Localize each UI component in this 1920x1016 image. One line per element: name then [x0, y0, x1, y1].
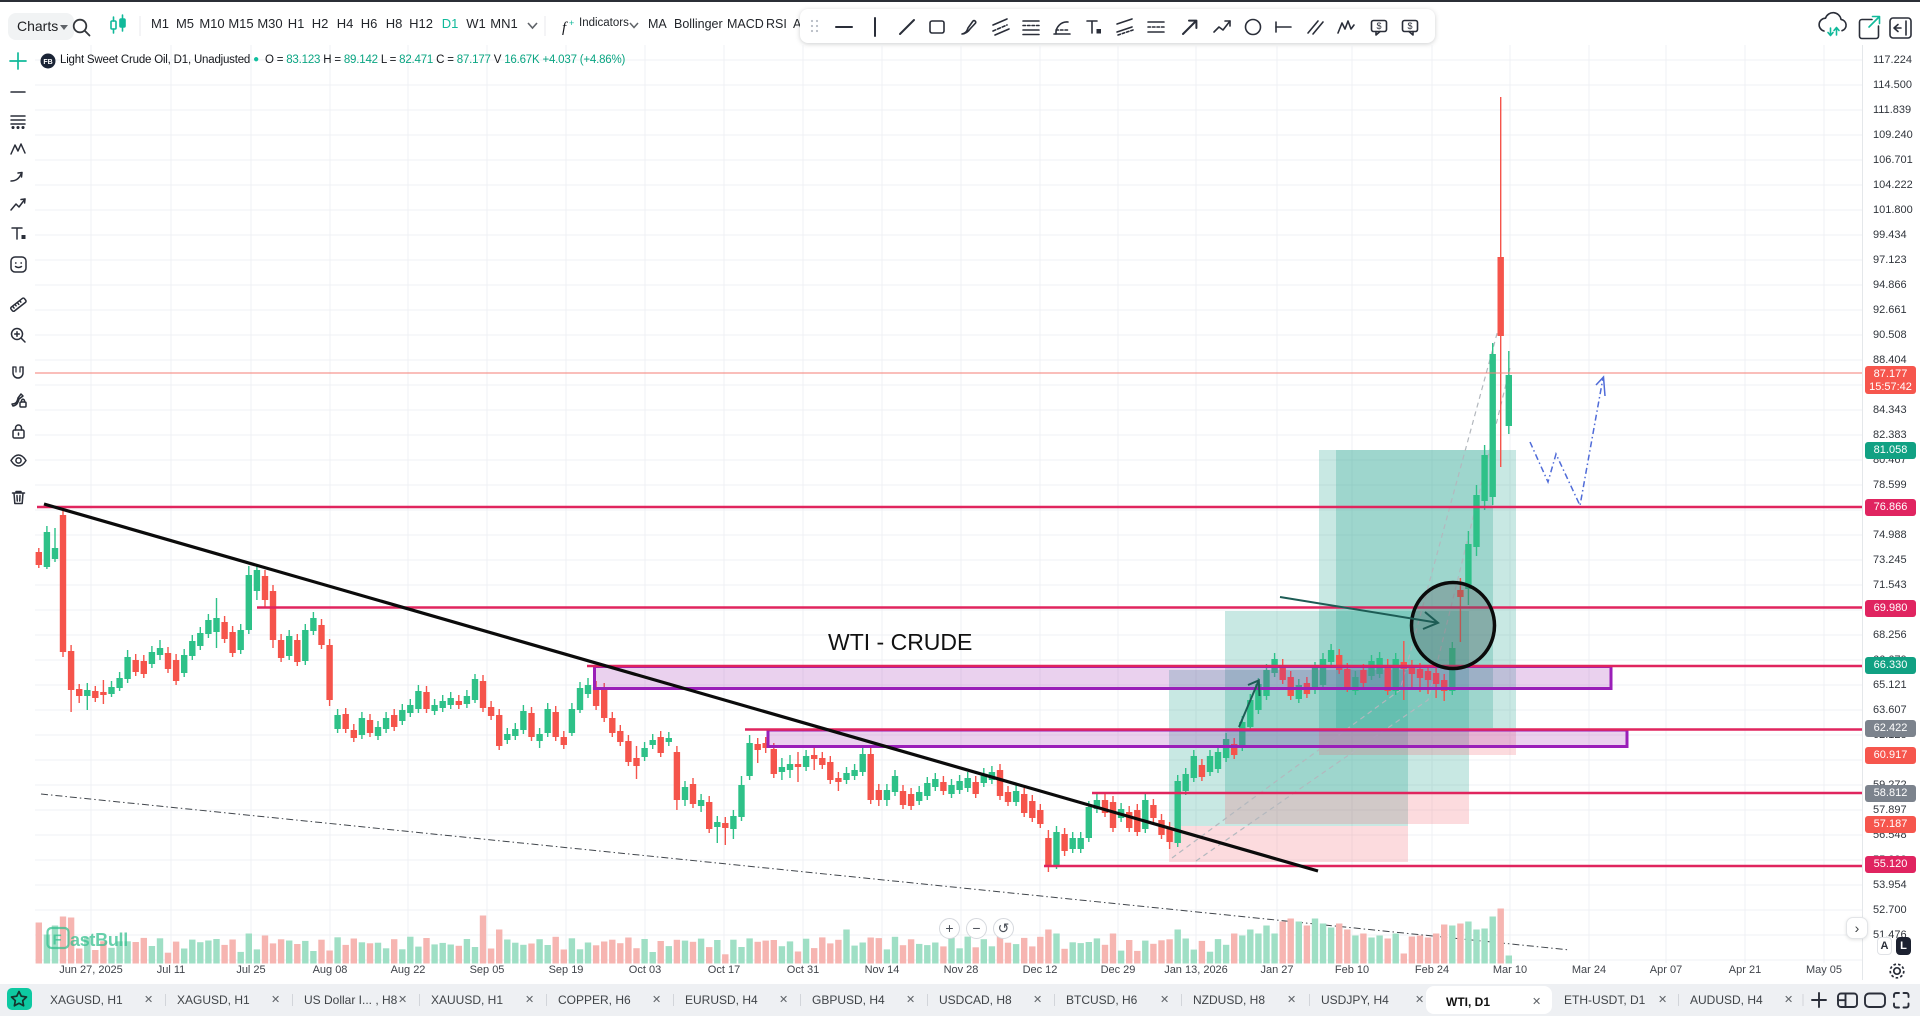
svg-text:FB: FB: [43, 59, 52, 66]
svg-text:WTI - CRUDE: WTI - CRUDE: [828, 629, 972, 655]
svg-text:$: $: [1407, 21, 1412, 31]
svg-text:f: f: [562, 20, 568, 36]
svg-text:+: +: [569, 18, 574, 28]
svg-text:$: $: [1376, 21, 1381, 31]
svg-text:astBull: astBull: [70, 930, 128, 950]
svg-text:F: F: [53, 932, 62, 949]
